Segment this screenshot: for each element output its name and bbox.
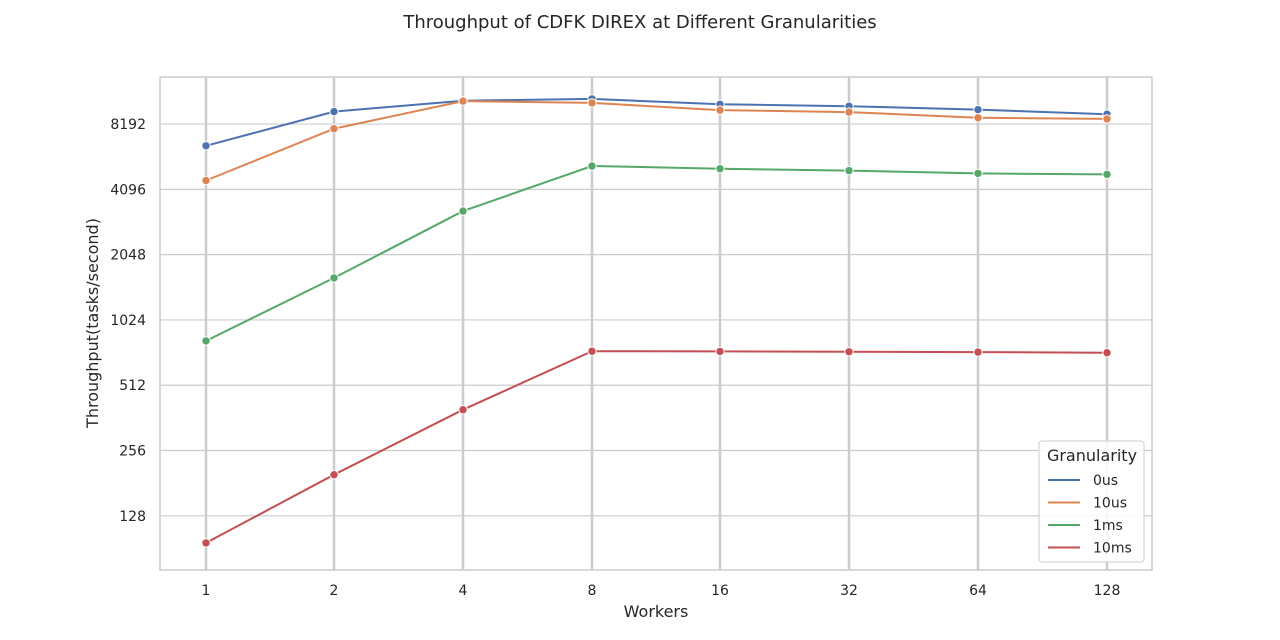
x-tick-label: 16 — [711, 583, 729, 599]
data-point — [458, 206, 468, 216]
data-point — [587, 98, 597, 108]
data-point — [973, 104, 983, 115]
y-tick-label: 128 — [119, 509, 146, 525]
data-point — [973, 113, 983, 123]
data-point — [458, 405, 468, 415]
plot-frame — [159, 76, 1153, 571]
x-tick-label: 8 — [588, 583, 597, 599]
y-tick-label: 256 — [119, 444, 146, 460]
chart-title: Throughput of CDFK DIREX at Different Gr… — [402, 12, 876, 33]
legend: Granularity 0us 10us 1ms 10ms — [1038, 440, 1145, 563]
data-point — [458, 96, 468, 106]
y-tick-label: 512 — [119, 378, 146, 394]
y-tick-label: 1024 — [110, 313, 146, 329]
y-axis-label: Throughput(tasks/second) — [83, 218, 102, 429]
legend-title: Granularity — [1047, 446, 1137, 465]
x-tick-label: 2 — [330, 583, 339, 599]
legend-items: 0us 10us 1ms 10ms — [1048, 473, 1132, 557]
x-tick-label: 128 — [1094, 583, 1121, 599]
data-point — [329, 124, 339, 134]
legend-item-0us: 0us — [1048, 473, 1118, 489]
legend-label: 10us — [1093, 496, 1127, 512]
series-line-10us — [205, 100, 1108, 182]
data-point — [715, 346, 725, 357]
data-point — [587, 161, 597, 171]
data-point — [329, 273, 339, 283]
series-line-10ms — [205, 350, 1108, 544]
tick-layer: 128 256 512 1024 2048 4096 8192 1 2 4 8 16 32 64 128 — [110, 117, 1120, 599]
data-point — [1102, 348, 1112, 358]
data-point — [715, 164, 725, 174]
legend-label: 1ms — [1093, 518, 1123, 534]
series-0us — [201, 94, 1112, 151]
series-layer — [201, 94, 1112, 548]
series-10ms — [201, 346, 1112, 548]
x-tick-label: 4 — [459, 583, 468, 599]
series-10us — [201, 96, 1112, 186]
x-tick-label: 1 — [202, 583, 211, 599]
y-tick-label: 4096 — [110, 182, 146, 198]
data-point — [201, 538, 211, 548]
legend-item-10ms: 10ms — [1048, 541, 1132, 557]
legend-label: 0us — [1093, 473, 1118, 489]
data-point — [715, 105, 725, 115]
series-1ms — [201, 161, 1112, 346]
y-tick-label: 8192 — [110, 117, 146, 133]
data-point — [201, 175, 211, 186]
data-point — [844, 165, 854, 176]
x-tick-label: 32 — [840, 583, 858, 599]
series-line-0us — [205, 97, 1108, 147]
data-point — [973, 347, 983, 357]
data-point — [844, 107, 854, 117]
x-axis-label: Workers — [624, 602, 689, 621]
legend-item-10us: 10us — [1048, 496, 1127, 512]
data-point — [1102, 169, 1112, 180]
data-point — [329, 470, 339, 480]
data-point — [1102, 114, 1112, 124]
data-point — [201, 336, 211, 346]
y-tick-label: 2048 — [110, 248, 146, 264]
legend-label: 10ms — [1093, 541, 1132, 557]
x-tick-label: 64 — [969, 583, 987, 599]
data-point — [201, 141, 211, 151]
data-point — [973, 168, 983, 179]
data-point — [329, 106, 339, 117]
legend-item-1ms: 1ms — [1048, 518, 1123, 534]
series-line-1ms — [205, 164, 1108, 342]
grid-layer — [160, 77, 1152, 570]
data-point — [844, 347, 854, 357]
legend-box — [1038, 440, 1145, 563]
data-point — [587, 346, 597, 356]
